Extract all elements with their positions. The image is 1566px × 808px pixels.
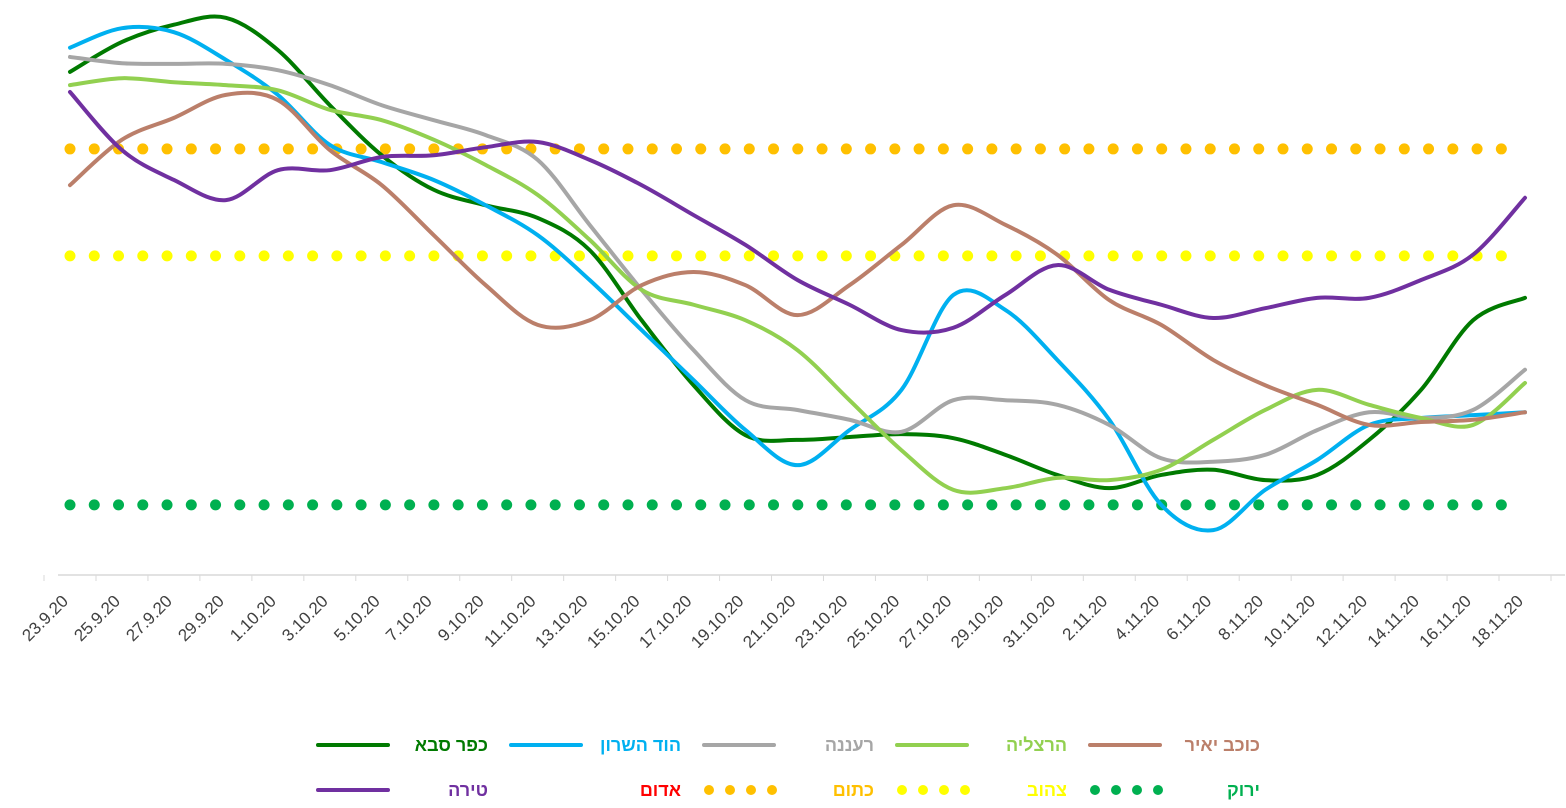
legend-item: כפר סבא <box>316 735 488 755</box>
x-tick-label: 31.10.20 <box>999 592 1059 652</box>
legend-item: אדום <box>640 780 681 800</box>
legend-item: טירה <box>316 780 488 800</box>
legend-swatch <box>725 785 735 795</box>
x-tick-label: 17.10.20 <box>635 592 695 652</box>
legend-label: ירוק <box>1227 780 1260 800</box>
x-tick-label: 19.10.20 <box>687 592 747 652</box>
legend-label: כתום <box>833 780 874 800</box>
x-tick-label: 1.10.20 <box>226 592 280 646</box>
x-tick-label: 4.11.20 <box>1111 592 1164 645</box>
legend-swatch <box>746 785 756 795</box>
x-tick-label: 16.11.20 <box>1416 592 1475 651</box>
series-line <box>68 76 1527 495</box>
legend-label: רעננה <box>825 735 874 755</box>
legend-swatch <box>918 785 928 795</box>
legend-swatch <box>1111 785 1121 795</box>
x-tick-label: 6.11.20 <box>1163 592 1216 645</box>
legend-label: כפר סבא <box>415 735 488 755</box>
legend-item: הוד השרון <box>509 735 681 755</box>
x-tick-label: 7.10.20 <box>382 592 436 646</box>
legend-swatch <box>767 785 777 795</box>
x-tick-label: 29.9.20 <box>174 592 228 646</box>
x-tick-label: 13.10.20 <box>531 592 591 652</box>
x-tick-label: 11.10.20 <box>480 592 539 651</box>
legend-item: צהוב <box>897 780 1067 800</box>
legend-item: הרצליה <box>895 735 1067 755</box>
legend-swatch <box>1132 785 1142 795</box>
x-tick-label: 3.10.20 <box>278 592 332 646</box>
legend-swatch <box>1090 785 1100 795</box>
series-line <box>68 14 1527 491</box>
x-tick-label: 2.11.20 <box>1059 592 1112 645</box>
series-line <box>68 24 1527 533</box>
x-tick-label: 21.10.20 <box>739 592 799 652</box>
x-tick-label: 10.11.20 <box>1260 592 1319 651</box>
x-tick-label: 27.10.20 <box>895 592 955 652</box>
x-tick-label: 29.10.20 <box>947 592 1007 652</box>
legend-item: רעננה <box>702 735 874 755</box>
x-tick-label: 14.11.20 <box>1364 592 1423 651</box>
legend-label: הרצליה <box>1006 735 1067 755</box>
x-tick-label: 23.10.20 <box>791 592 851 652</box>
x-tick-label: 15.10.20 <box>583 592 643 652</box>
legend-label: הוד השרון <box>600 735 681 755</box>
series-line <box>68 90 1527 335</box>
legend-label: טירה <box>448 780 488 800</box>
x-tick-label: 18.11.20 <box>1468 592 1527 651</box>
x-tick-label: 25.9.20 <box>70 592 124 646</box>
legend-swatch <box>960 785 970 795</box>
legend-swatch <box>1153 785 1163 795</box>
legend-item: כתום <box>704 780 874 800</box>
series-line <box>68 54 1527 465</box>
x-tick-label: 12.11.20 <box>1312 592 1371 651</box>
legend-label: כוכב יאיר <box>1185 735 1260 755</box>
legend-swatch <box>939 785 949 795</box>
legend-label: צהוב <box>1027 780 1067 800</box>
x-tick-label: 25.10.20 <box>843 592 903 652</box>
x-tick-label: 23.9.20 <box>18 592 72 646</box>
x-tick-label: 8.11.20 <box>1215 592 1268 645</box>
legend-swatch <box>897 785 907 795</box>
legend-item: ירוק <box>1090 780 1260 800</box>
legend-item: כוכב יאיר <box>1088 735 1260 755</box>
x-tick-label: 27.9.20 <box>122 592 176 646</box>
legend-swatch <box>704 785 714 795</box>
series-line <box>68 90 1527 428</box>
x-tick-label: 5.10.20 <box>330 592 384 646</box>
legend-label: אדום <box>640 780 681 800</box>
